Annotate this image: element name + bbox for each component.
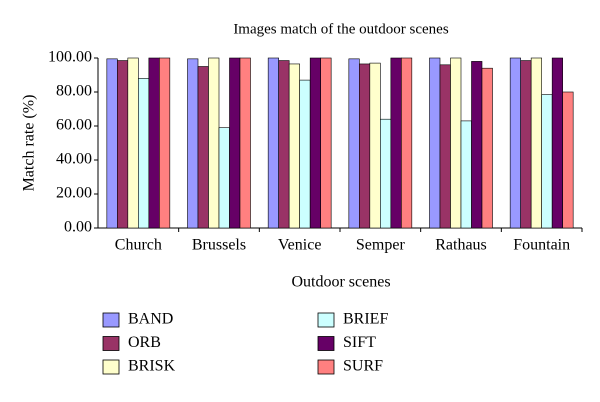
- bar: [439, 64, 451, 229]
- legend-label: BRISK: [128, 358, 176, 375]
- x-tick-label: Fountain: [513, 237, 570, 254]
- legend-label: ORB: [128, 334, 161, 351]
- bar: [309, 57, 321, 229]
- bar: [229, 57, 241, 229]
- legend-swatch: [102, 336, 120, 351]
- bar: [359, 63, 371, 229]
- x-tick-label: Brussels: [192, 237, 246, 254]
- bar: [278, 60, 290, 229]
- bar: [348, 58, 360, 229]
- bar: [320, 57, 332, 229]
- legend-label: BAND: [128, 311, 173, 328]
- bar: [239, 57, 251, 229]
- y-axis-title: Match rate (%): [21, 95, 38, 192]
- bar: [106, 58, 118, 229]
- legend-label: SIFT: [343, 334, 376, 351]
- chart-title: Images match of the outdoor scenes: [233, 21, 449, 37]
- x-tick-label: Church: [115, 237, 162, 254]
- bar: [450, 57, 462, 229]
- bar: [288, 63, 300, 229]
- x-tick-label: Rathaus: [435, 237, 487, 254]
- bar: [187, 58, 199, 229]
- bar: [551, 57, 563, 229]
- legend-swatch: [317, 359, 335, 375]
- bar: [380, 118, 392, 229]
- legend-swatch: [317, 336, 335, 351]
- bar: [159, 57, 171, 229]
- bar: [541, 94, 553, 229]
- legend-swatch: [102, 359, 120, 375]
- bar: [520, 60, 532, 229]
- y-tick-label: 100.00: [48, 49, 92, 66]
- bar: [197, 66, 209, 229]
- legend-label: BRIEF: [343, 311, 388, 328]
- bar: [562, 91, 574, 229]
- bar: [530, 57, 542, 229]
- y-tick-label: 20.00: [56, 185, 92, 202]
- bar: [369, 62, 381, 229]
- y-tick-label: 0.00: [64, 219, 92, 236]
- x-tick-label: Semper: [356, 237, 406, 254]
- bar: [509, 57, 521, 229]
- bar: [460, 120, 472, 229]
- y-tick-label: 80.00: [56, 83, 92, 100]
- bar: [117, 60, 129, 229]
- bar: [401, 57, 413, 229]
- bar: [299, 79, 311, 229]
- bar: [127, 57, 139, 229]
- x-tick-label: Venice: [278, 237, 322, 254]
- x-axis-title: Outdoor scenes: [291, 274, 390, 291]
- legend-label: SURF: [343, 358, 383, 375]
- y-tick-label: 60.00: [56, 117, 92, 134]
- bar: [148, 57, 160, 229]
- bar: [481, 67, 493, 229]
- bar: [208, 57, 220, 229]
- legend-swatch: [102, 312, 120, 328]
- bar: [390, 57, 402, 229]
- bar: [218, 127, 230, 229]
- y-tick-label: 40.00: [56, 151, 92, 168]
- bar: [267, 57, 279, 229]
- bar: [138, 78, 150, 229]
- bar: [429, 57, 441, 229]
- bar: [471, 61, 483, 229]
- legend-swatch: [317, 312, 335, 328]
